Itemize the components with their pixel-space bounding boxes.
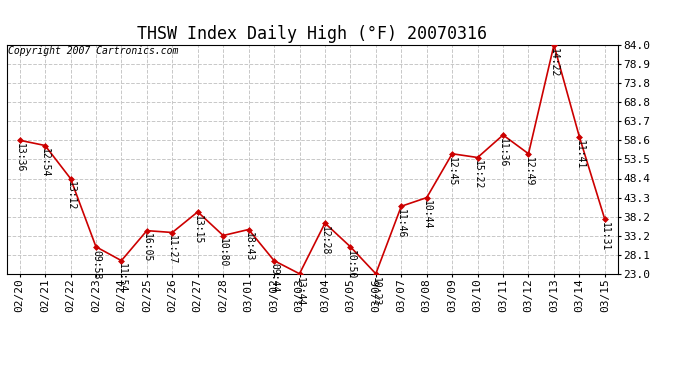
Text: 11:31: 11:31 (600, 222, 610, 252)
Text: 11:54: 11:54 (117, 263, 126, 293)
Text: 12:49: 12:49 (524, 156, 533, 186)
Text: 13:36: 13:36 (14, 143, 25, 172)
Text: 13:44: 13:44 (295, 276, 304, 306)
Text: 11:46: 11:46 (396, 209, 406, 238)
Text: Copyright 2007 Cartronics.com: Copyright 2007 Cartronics.com (8, 46, 179, 56)
Text: 12:54: 12:54 (40, 148, 50, 178)
Text: 10:23: 10:23 (371, 276, 381, 306)
Text: 11:41: 11:41 (574, 140, 584, 169)
Title: THSW Index Daily High (°F) 20070316: THSW Index Daily High (°F) 20070316 (137, 26, 487, 44)
Text: 10:50: 10:50 (346, 249, 355, 279)
Text: 09:44: 09:44 (269, 263, 279, 293)
Text: 13:12: 13:12 (66, 181, 75, 211)
Text: 11:36: 11:36 (498, 138, 508, 167)
Text: 12:45: 12:45 (447, 156, 457, 186)
Text: 10:44: 10:44 (422, 200, 432, 230)
Text: 12:28: 12:28 (320, 226, 330, 255)
Text: 10:80: 10:80 (218, 238, 228, 268)
Text: 18:43: 18:43 (244, 232, 254, 262)
Text: 11:27: 11:27 (167, 235, 177, 265)
Text: 13:15: 13:15 (193, 214, 203, 244)
Text: 16:05: 16:05 (142, 233, 152, 263)
Text: 15:22: 15:22 (473, 160, 482, 190)
Text: 14:22: 14:22 (549, 48, 559, 77)
Text: 09:58: 09:58 (91, 249, 101, 279)
